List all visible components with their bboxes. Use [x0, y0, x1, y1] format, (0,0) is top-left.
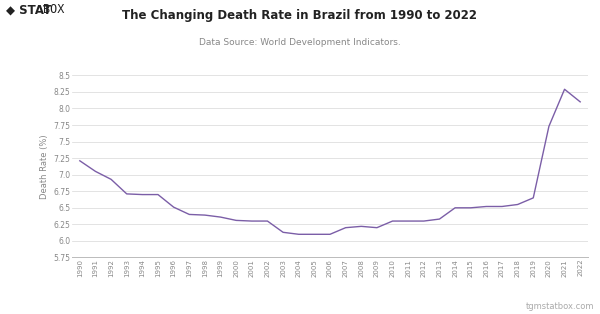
Text: The Changing Death Rate in Brazil from 1990 to 2022: The Changing Death Rate in Brazil from 1… — [122, 9, 478, 22]
Text: ◆ STAT: ◆ STAT — [6, 3, 51, 16]
Text: BOX: BOX — [43, 3, 65, 16]
Text: Data Source: World Development Indicators.: Data Source: World Development Indicator… — [199, 38, 401, 47]
Y-axis label: Death Rate (%): Death Rate (%) — [40, 134, 49, 199]
Text: tgmstatbox.com: tgmstatbox.com — [526, 302, 594, 311]
